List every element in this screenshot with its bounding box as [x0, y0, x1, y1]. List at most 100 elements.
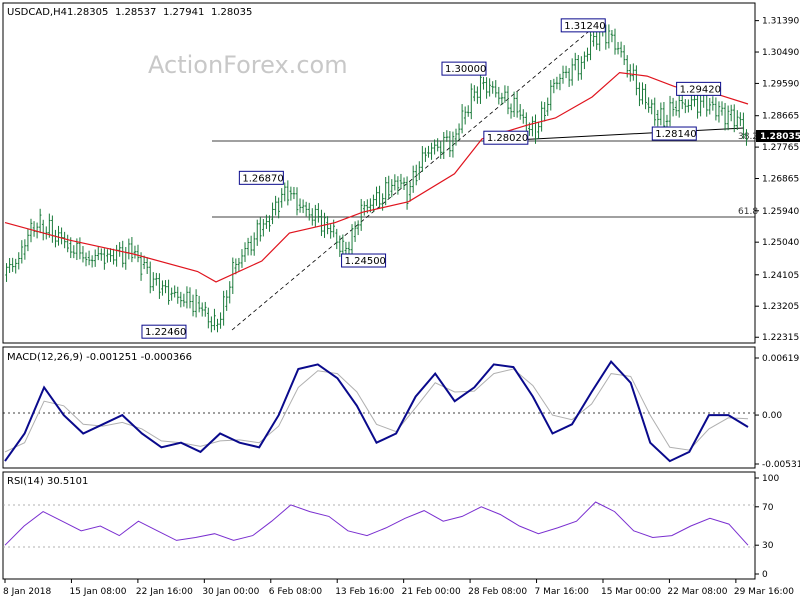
price-candle	[650, 99, 653, 115]
price-candle	[271, 202, 274, 225]
price-label: 1.29420	[676, 81, 722, 96]
macd-label: MACD(12,26,9) -0.001251 -0.000366	[7, 352, 192, 363]
x-tick-label: 29 Mar 16:00	[734, 587, 794, 597]
rsi-axis: 100 70 30 0	[755, 474, 779, 580]
price-candle	[512, 91, 516, 118]
time-axis: 8 Jan 2018 15 Jan 08:00 22 Jan 16:00 30 Jan…	[3, 579, 794, 597]
price-candle	[580, 56, 583, 80]
price-candle	[424, 147, 427, 162]
price-candle	[112, 248, 115, 265]
macd-panel[interactable]	[2, 346, 756, 469]
price-candle	[8, 258, 11, 273]
high-value: 1.28537	[115, 7, 156, 18]
price-panel[interactable]	[2, 2, 756, 344]
price-candle	[191, 294, 195, 317]
price-candle	[188, 287, 192, 309]
price-candle	[711, 96, 715, 111]
price-candle	[680, 94, 684, 110]
price-candle	[662, 102, 666, 132]
price-candle	[243, 242, 247, 262]
price-candle	[668, 95, 672, 127]
price-candle	[20, 240, 24, 264]
price-label-text: 1.28020	[487, 133, 528, 144]
price-candle	[638, 82, 641, 107]
price-candle	[723, 102, 727, 131]
price-candle	[729, 104, 733, 122]
price-candle	[93, 249, 97, 267]
price-candle	[644, 84, 647, 110]
price-candle	[665, 114, 669, 128]
price-candle	[479, 71, 482, 104]
price-candle	[335, 228, 339, 250]
price-candle	[280, 188, 284, 208]
price-candle	[194, 289, 198, 318]
price-candle	[11, 257, 14, 272]
price-candle	[433, 139, 436, 155]
price-candle	[158, 273, 161, 299]
price-candle	[121, 240, 125, 268]
x-tick-label: 30 Jan 00:00	[202, 587, 259, 597]
x-tick-label: 28 Feb 08:00	[468, 587, 527, 597]
price-candle	[103, 248, 106, 270]
price-candle	[720, 101, 724, 116]
price-candle	[81, 246, 85, 263]
price-candle	[739, 112, 742, 127]
price-candle	[589, 28, 592, 61]
price-tick-label: 1.25040	[762, 238, 799, 248]
price-tick-label: 1.28665	[762, 112, 799, 122]
price-candle	[448, 131, 452, 158]
price-candle	[341, 234, 345, 257]
price-candle	[613, 28, 617, 55]
price-candle	[298, 198, 302, 213]
price-label-text: 1.22460	[145, 327, 186, 338]
price-candle	[610, 29, 614, 43]
price-candle	[200, 302, 204, 317]
price-candle	[387, 175, 391, 200]
price-candle	[561, 65, 565, 84]
price-candle	[592, 29, 595, 47]
price-candle	[210, 316, 213, 333]
price-candle	[255, 219, 259, 246]
price-candle	[742, 112, 745, 140]
price-candle	[726, 105, 730, 131]
price-candle	[48, 213, 51, 238]
price-tick-label: 1.24105	[762, 271, 799, 281]
price-candle	[310, 208, 314, 226]
price-candle	[167, 279, 170, 305]
price-candle	[66, 234, 69, 253]
price-candle	[213, 308, 216, 331]
price-candle	[439, 141, 443, 159]
price-candle	[491, 81, 494, 94]
price-candle	[87, 250, 91, 266]
price-candle	[622, 45, 626, 66]
price-candle	[656, 109, 660, 127]
price-label: 1.30000	[441, 61, 487, 76]
price-candle	[390, 179, 394, 198]
price-candle	[222, 290, 225, 326]
price-candle	[307, 202, 311, 221]
rsi-panel[interactable]	[2, 471, 756, 580]
price-candle	[558, 73, 562, 91]
price-candle	[133, 245, 137, 259]
price-candle	[29, 218, 33, 243]
price-candle	[26, 228, 30, 252]
price-candle	[616, 41, 620, 55]
price-candle	[151, 272, 155, 291]
price-candle	[289, 186, 293, 201]
price-candle	[586, 47, 589, 62]
price-candle	[494, 80, 498, 98]
current-price-marker	[756, 130, 800, 142]
price-candle	[249, 235, 253, 256]
price-candle	[476, 86, 479, 104]
price-label-box	[441, 61, 487, 76]
price-candle	[421, 146, 424, 172]
price-candle	[696, 93, 699, 119]
price-label: 1.22460	[141, 324, 187, 339]
price-candle	[207, 307, 210, 329]
price-candle	[173, 285, 176, 298]
price-candle	[732, 104, 736, 133]
price-label: 1.26870	[238, 170, 284, 185]
price-candle	[225, 290, 228, 311]
rsi-tick-label: 30	[762, 541, 774, 551]
